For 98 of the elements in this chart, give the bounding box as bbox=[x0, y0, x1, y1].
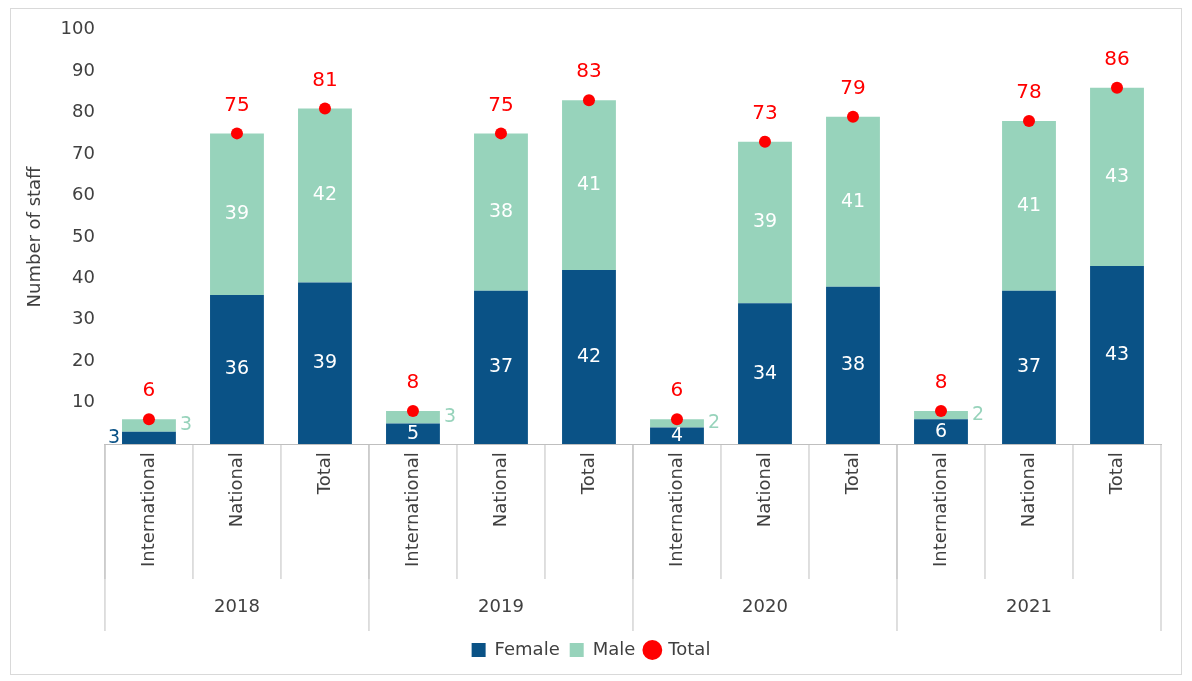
point bbox=[142, 413, 155, 426]
data-label: 38 bbox=[840, 352, 866, 375]
bar bbox=[210, 133, 264, 295]
bar bbox=[1090, 265, 1144, 445]
bar bbox=[1090, 87, 1144, 266]
point bbox=[318, 102, 331, 115]
data-label: 6 bbox=[670, 377, 684, 402]
data-label: 8 bbox=[406, 369, 420, 394]
y-tick-label: 60 bbox=[72, 183, 95, 205]
bar bbox=[562, 100, 616, 271]
data-label: 73 bbox=[752, 99, 778, 124]
data-label: 5 bbox=[406, 420, 420, 443]
point bbox=[758, 135, 771, 148]
x-tick-label: National bbox=[224, 452, 246, 528]
y-tick-label: 10 bbox=[72, 390, 95, 412]
y-tick-label: 40 bbox=[72, 266, 95, 288]
bar bbox=[386, 423, 440, 445]
data-label: 43 bbox=[1104, 163, 1130, 186]
data-label: 39 bbox=[752, 209, 778, 232]
legend-label: Female bbox=[494, 637, 560, 659]
bar bbox=[738, 141, 792, 304]
point bbox=[846, 110, 859, 123]
data-label: 41 bbox=[840, 188, 866, 211]
data-label: 3 bbox=[443, 404, 456, 427]
x-tick-label: Total bbox=[312, 452, 334, 496]
x-tick-label: National bbox=[752, 452, 774, 528]
bar bbox=[122, 419, 176, 432]
text: 2019 bbox=[478, 594, 524, 616]
data-label: 86 bbox=[1104, 46, 1130, 71]
bar bbox=[474, 290, 528, 445]
point bbox=[670, 413, 683, 426]
text: 2020 bbox=[742, 594, 788, 616]
data-label: 42 bbox=[576, 344, 602, 367]
point bbox=[582, 94, 595, 107]
x-tick-label: Total bbox=[840, 452, 862, 496]
bar bbox=[826, 116, 880, 287]
y-tick-label: 30 bbox=[72, 307, 95, 329]
bar bbox=[122, 431, 176, 445]
data-label: 6 bbox=[934, 418, 948, 441]
y-tick-label: 90 bbox=[72, 58, 95, 80]
data-label: 79 bbox=[840, 75, 866, 100]
data-label: 78 bbox=[1016, 79, 1042, 104]
data-label: 41 bbox=[576, 172, 602, 195]
x-tick-label: International bbox=[928, 452, 950, 568]
x-tick-label: International bbox=[400, 452, 422, 568]
bar bbox=[298, 282, 352, 445]
x-tick-label: International bbox=[136, 452, 158, 568]
data-label: 75 bbox=[224, 91, 250, 116]
x-tick-label: Total bbox=[1104, 452, 1126, 496]
legend-label: Male bbox=[592, 637, 636, 659]
data-label: 39 bbox=[312, 350, 338, 373]
data-label: 37 bbox=[488, 354, 514, 377]
y-tick-label: 80 bbox=[72, 100, 95, 122]
point bbox=[230, 127, 243, 140]
data-label: 38 bbox=[488, 199, 514, 222]
y-axis-title: Number of staff bbox=[23, 165, 45, 308]
point bbox=[1111, 81, 1123, 94]
data-label: 36 bbox=[224, 356, 250, 379]
x-tick-label: Total bbox=[576, 452, 598, 496]
data-label: 34 bbox=[752, 360, 778, 383]
bar bbox=[210, 294, 264, 445]
data-label: 41 bbox=[1016, 192, 1042, 215]
point bbox=[1022, 114, 1035, 127]
legend-label: Total bbox=[667, 637, 711, 659]
data-label: 6 bbox=[142, 377, 156, 402]
y-tick-label: 100 bbox=[60, 17, 95, 39]
x-tick-label: International bbox=[664, 452, 686, 568]
bar bbox=[1002, 120, 1056, 291]
data-label: 3 bbox=[107, 424, 121, 447]
data-label: 2 bbox=[971, 402, 985, 425]
x-tick-label: National bbox=[1016, 452, 1038, 528]
data-label: 37 bbox=[1016, 354, 1042, 377]
data-label: 75 bbox=[488, 91, 514, 116]
bar bbox=[298, 108, 352, 283]
bar bbox=[826, 286, 880, 445]
point bbox=[934, 404, 947, 417]
data-label: 2 bbox=[707, 410, 720, 433]
point bbox=[406, 404, 419, 417]
text: 2018 bbox=[214, 594, 260, 616]
y-tick-label: 70 bbox=[72, 141, 95, 163]
data-label: 83 bbox=[576, 58, 602, 83]
bar bbox=[1002, 290, 1056, 445]
x-tick-label: National bbox=[488, 452, 510, 528]
text: 2021 bbox=[1006, 594, 1052, 616]
data-label: 4 bbox=[670, 422, 684, 445]
data-label: 81 bbox=[312, 66, 338, 91]
point bbox=[494, 127, 507, 140]
y-tick-label: 50 bbox=[72, 224, 95, 246]
data-label: 42 bbox=[312, 182, 338, 205]
y-tick-label: 20 bbox=[72, 348, 95, 370]
data-label: 43 bbox=[1104, 341, 1130, 364]
bar bbox=[914, 419, 968, 445]
data-label: 8 bbox=[934, 369, 948, 394]
data-label: 39 bbox=[224, 201, 250, 224]
data-label: 3 bbox=[179, 412, 192, 435]
bar bbox=[474, 133, 528, 291]
bar bbox=[562, 270, 616, 445]
bar bbox=[738, 303, 792, 445]
